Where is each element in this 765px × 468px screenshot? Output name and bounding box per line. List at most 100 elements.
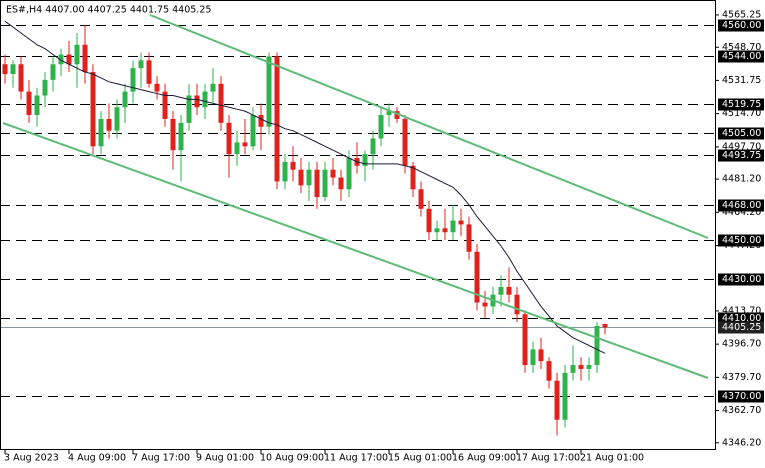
candle-body: [322, 169, 328, 198]
plot-area: [0, 20, 715, 436]
level-label: 4430.00: [722, 274, 761, 285]
candle-body: [250, 115, 256, 147]
level-label: 4544.00: [722, 51, 761, 62]
candle-body: [114, 107, 120, 131]
candle-body: [234, 142, 240, 155]
candle-body: [194, 95, 200, 108]
level-label-box: [718, 149, 764, 162]
candle-body: [410, 165, 416, 190]
candle-body: [2, 64, 8, 75]
x-tick-label: 17 Aug 17:00: [516, 453, 580, 464]
candle-body: [50, 64, 56, 80]
candle-body: [418, 189, 424, 209]
candle-body: [290, 161, 296, 170]
candle-body: [426, 208, 432, 233]
x-tick-label: 15 Aug 01:00: [388, 453, 452, 464]
level-label: 4450.00: [722, 235, 761, 246]
level-label-box: [718, 127, 764, 140]
candle-body: [346, 158, 352, 190]
y-tick-label: 4514.70: [722, 108, 761, 119]
level-label-box: [718, 199, 764, 212]
x-tick-label: 11 Aug 17:00: [324, 453, 388, 464]
level-label-box: [718, 390, 764, 403]
x-tick-label: 4 Aug 09:00: [68, 453, 126, 464]
y-tick-label: 4531.75: [722, 75, 761, 86]
y-tick-label: 4497.70: [722, 141, 761, 152]
level-label-box: [718, 234, 764, 247]
candle-body: [98, 118, 104, 147]
y-tick-label: 4548.70: [722, 42, 761, 53]
candle-body: [42, 79, 48, 96]
candle-body: [570, 365, 576, 373]
candle-body: [378, 115, 384, 139]
candle-body: [522, 314, 528, 366]
x-tick-label: 9 Aug 01:00: [196, 453, 254, 464]
level-label: 4410.00: [722, 313, 761, 324]
candle-body: [186, 95, 192, 123]
candle-body: [394, 111, 400, 119]
candle-body: [218, 83, 224, 123]
candle-body: [34, 95, 40, 116]
candle-body: [538, 349, 544, 362]
candle-body: [578, 365, 584, 369]
candle-body: [242, 142, 248, 147]
candle-body: [514, 294, 520, 315]
level-label: 4370.00: [722, 391, 761, 402]
candle-body: [562, 372, 568, 420]
y-tick-label: 4362.70: [722, 405, 761, 416]
current-price-box: [718, 321, 764, 334]
candle-body: [162, 91, 168, 119]
candle-body: [90, 72, 96, 147]
candle-body: [450, 220, 456, 233]
candle-body: [498, 286, 504, 295]
y-tick-label: 4565.25: [722, 9, 761, 20]
candle-body: [258, 115, 264, 127]
trend-line: [149, 14, 709, 239]
candle-body: [146, 60, 152, 84]
candle-body: [466, 224, 472, 252]
x-tick-label: 10 Aug 09:00: [260, 453, 324, 464]
candle-body: [178, 122, 184, 151]
candle-body: [370, 138, 376, 155]
x-tick-label: 3 Aug 2023: [4, 453, 59, 464]
candle-body: [506, 286, 512, 295]
y-tick-label: 4346.20: [722, 437, 761, 448]
candle-body: [82, 44, 88, 73]
y-tick-label: 4413.70: [722, 305, 761, 316]
candle-body: [402, 118, 408, 166]
level-label-box: [718, 273, 764, 286]
candle-body: [18, 64, 24, 92]
axis: 4565.25 4548.70 4531.75 4514.70 4497.70 4481.…: [4, 9, 764, 464]
candle-body: [138, 60, 144, 69]
candle-body: [554, 380, 560, 420]
trend-line: [2, 122, 709, 379]
candle-body: [282, 161, 288, 182]
candle-body: [434, 228, 440, 233]
candle-body: [66, 54, 72, 65]
x-tick-label: 16 Aug 09:00: [452, 453, 516, 464]
candle-body: [274, 56, 280, 182]
candle-body: [530, 349, 536, 366]
candle-body: [26, 91, 32, 116]
y-tick-label: 4464.20: [722, 207, 761, 218]
candle-body: [330, 169, 336, 178]
candle-body: [482, 302, 488, 307]
moving-average: [4, 20, 606, 354]
candle-body: [442, 228, 448, 233]
candle-body: [306, 169, 312, 186]
candle-body: [362, 154, 368, 166]
level-label-box: [718, 98, 764, 111]
level-label: 4493.75: [722, 150, 761, 161]
y-tick-label: 4379.70: [722, 372, 761, 383]
candle-body: [602, 324, 608, 328]
level-label: 4519.75: [722, 99, 761, 110]
candle-body: [58, 54, 64, 65]
candle-body: [122, 91, 128, 108]
level-label: 4505.00: [722, 128, 761, 139]
candle-body: [210, 83, 216, 92]
level-label: 4560.00: [722, 20, 761, 31]
x-tick-label: 7 Aug 17:00: [132, 453, 190, 464]
candle-body: [386, 111, 392, 116]
candle-body: [594, 325, 600, 366]
